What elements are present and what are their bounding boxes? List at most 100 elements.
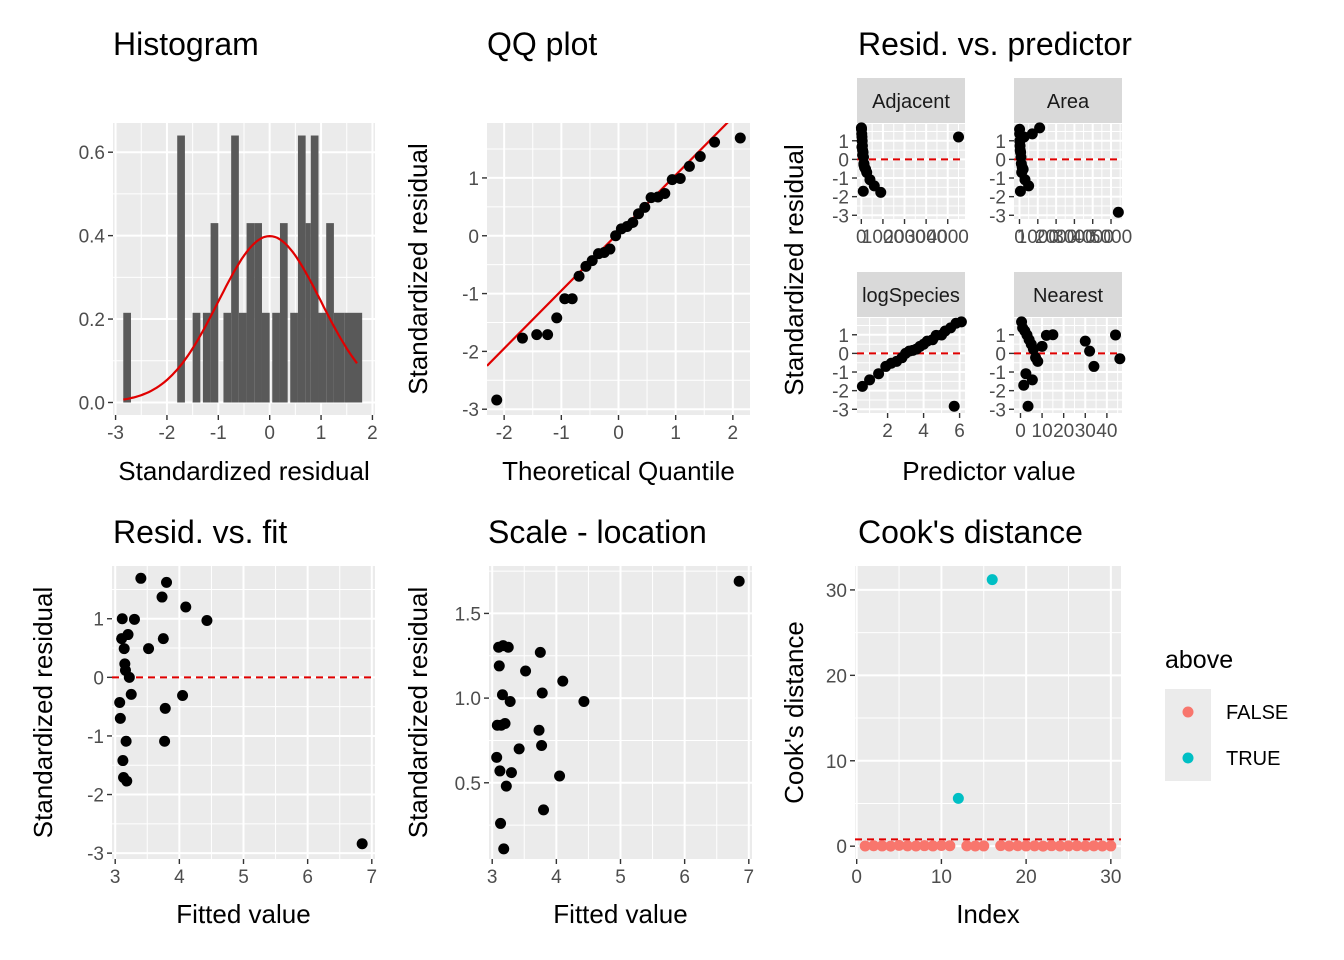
x-tick-label: 1 <box>316 423 327 444</box>
data-point <box>500 780 512 792</box>
data-point <box>496 689 508 701</box>
qq-point <box>516 332 528 344</box>
histogram-bar <box>246 223 255 403</box>
data-point <box>120 735 132 747</box>
y-tick-label: 0.0 <box>79 393 105 414</box>
facet-point <box>1026 128 1038 140</box>
y-tick-label: 0 <box>838 150 849 171</box>
facet-point <box>1084 345 1096 357</box>
qq-point <box>531 329 543 341</box>
data-point <box>161 576 173 588</box>
point-below <box>1088 840 1100 852</box>
data-point <box>513 743 525 755</box>
x-tick-label: 3000 <box>1053 227 1095 248</box>
data-point <box>494 765 506 777</box>
qq-plot-chart: QQ plot -2 -1 0 1 2 -3 -2 -1 0 1 Theoretical Quanti… <box>403 26 750 486</box>
y-tick-label: -2 <box>832 188 849 209</box>
qq-point <box>659 188 671 200</box>
x-tick-label: 20 <box>1016 867 1037 888</box>
histogram-bar <box>297 135 306 403</box>
y-tick-label: 0 <box>995 344 1006 365</box>
y-tick-label: 1 <box>838 326 849 347</box>
x-tick-label: 5000 <box>1090 227 1132 248</box>
facet-point <box>873 368 885 380</box>
histogram-bar <box>333 312 345 403</box>
y-tick-label: 10 <box>826 752 847 773</box>
point-below <box>961 840 973 852</box>
x-tick-label: 3000 <box>905 227 947 248</box>
x-axis-label: Standardized residual <box>118 456 370 486</box>
data-point <box>128 613 140 625</box>
x-axis-label: Theoretical Quantile <box>502 456 735 486</box>
qq-point <box>639 201 651 213</box>
data-point <box>122 629 134 641</box>
y-tick-label: 0 <box>995 150 1006 171</box>
histogram-bar <box>272 312 280 403</box>
x-tick-label: 20 <box>1053 421 1074 442</box>
facet-point <box>856 141 868 153</box>
histogram-bar <box>177 135 185 403</box>
x-tick-label: 1000 <box>862 227 904 248</box>
facet-point <box>875 186 887 198</box>
x-tick-label: 30 <box>1100 867 1121 888</box>
histogram-bar <box>223 312 232 403</box>
chart-title: Cook's distance <box>858 514 1083 550</box>
data-point <box>499 718 511 730</box>
data-point <box>520 665 532 677</box>
cooks-distance-chart: Cook's distance 0 10 20 30 0 10 20 30 Index Cook's… <box>779 514 1288 929</box>
qq-point <box>694 151 706 163</box>
qq-point <box>542 329 554 341</box>
data-point <box>534 646 546 658</box>
facet-strip <box>1014 272 1122 317</box>
point-below <box>902 840 914 852</box>
chart-title: Resid. vs. predictor <box>858 26 1132 62</box>
facet-point <box>1114 353 1126 365</box>
facet-point <box>1018 131 1030 143</box>
legend-label: TRUE <box>1226 748 1280 770</box>
resid-vs-predictor-chart: Resid. vs. predictorAdjacent010002000300… <box>779 26 1132 486</box>
facet-point <box>856 380 868 392</box>
histogram-bar <box>202 312 211 403</box>
legend-title: above <box>1165 646 1233 674</box>
y-tick-label: -1 <box>832 363 849 384</box>
point-below <box>868 840 880 852</box>
point-below <box>1003 840 1015 852</box>
data-point <box>159 702 171 714</box>
x-tick-label: 6 <box>679 867 690 888</box>
x-tick-label: 5 <box>615 867 626 888</box>
point-below <box>978 840 990 852</box>
histogram-bar <box>310 135 319 403</box>
x-tick-label: 7 <box>367 867 378 888</box>
data-point <box>121 775 133 787</box>
y-tick-label: 0.4 <box>79 227 106 248</box>
point-below <box>1096 840 1108 852</box>
histogram-bar <box>305 223 311 403</box>
data-point <box>578 695 590 707</box>
facet-point <box>1032 355 1044 367</box>
facet-point <box>1110 329 1122 341</box>
x-tick-label: 1 <box>670 423 681 444</box>
x-tick-label: 0 <box>613 423 624 444</box>
x-tick-label: 1000 <box>1017 227 1059 248</box>
facet-point <box>858 159 870 171</box>
qq-point <box>683 160 695 172</box>
data-point <box>114 712 126 724</box>
x-tick-label: 0 <box>1014 227 1025 248</box>
x-axis-label: Fitted value <box>176 899 310 929</box>
qq-point <box>674 173 686 185</box>
facet-point <box>1026 374 1038 386</box>
y-tick-label: 1 <box>838 132 849 153</box>
x-tick-label: -2 <box>158 423 175 444</box>
histogram-bar <box>318 312 327 403</box>
y-tick-label: 0.6 <box>79 143 105 164</box>
data-point <box>538 804 550 816</box>
histogram-bar <box>238 312 247 403</box>
data-point <box>491 751 503 763</box>
data-point <box>117 755 129 767</box>
histogram-bar <box>290 312 298 403</box>
panel-background <box>855 566 1121 859</box>
x-tick-label: 2 <box>882 421 893 442</box>
resid-vs-fit-chart: Resid. vs. fit 3 4 5 6 7 -3 -2 -1 0 1 Fitted value S… <box>28 514 377 929</box>
